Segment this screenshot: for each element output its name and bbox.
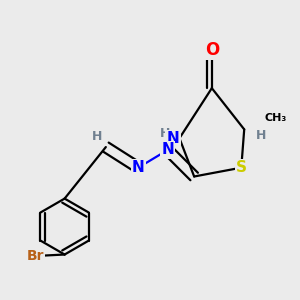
Text: H: H [160, 127, 171, 140]
Text: H: H [92, 130, 102, 143]
Text: H: H [256, 129, 266, 142]
Text: N: N [132, 160, 145, 175]
Text: N: N [167, 131, 179, 146]
Text: Br: Br [26, 249, 44, 263]
Text: S: S [236, 160, 247, 175]
Text: N: N [161, 142, 174, 158]
Text: CH₃: CH₃ [265, 112, 287, 123]
Text: O: O [205, 41, 219, 59]
